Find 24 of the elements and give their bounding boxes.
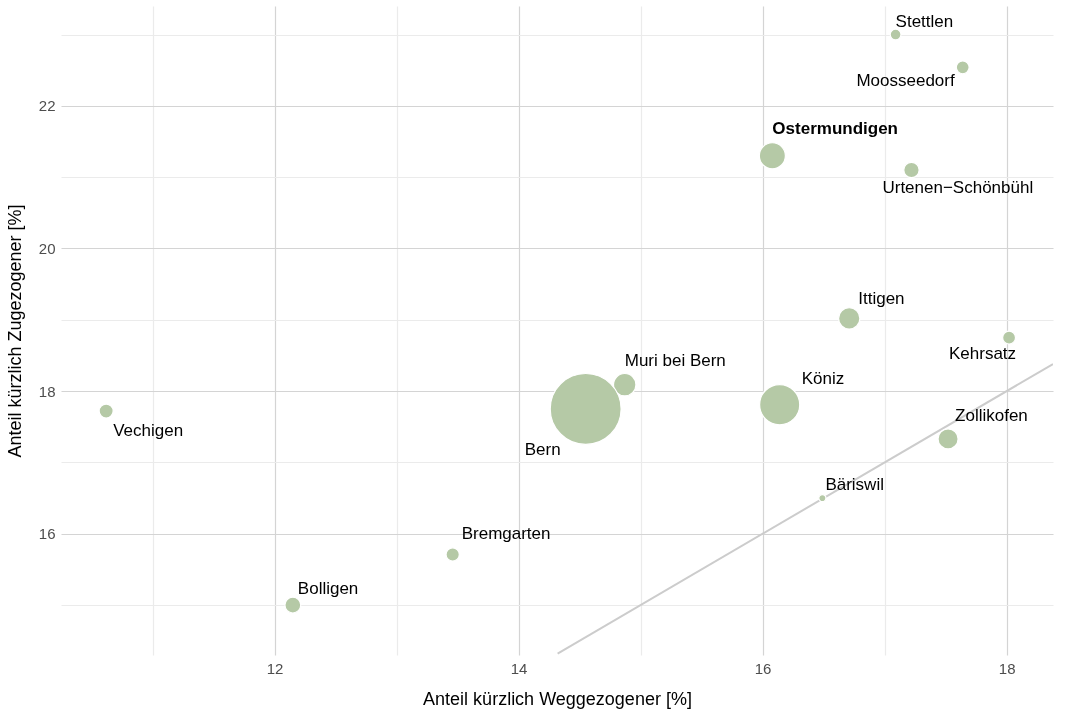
x-tick-label: 16 xyxy=(754,659,772,677)
series-label: Zollikofen xyxy=(955,405,1028,425)
series-label: Kehrsatz xyxy=(948,343,1017,363)
series-label: Bremgarten xyxy=(461,524,551,544)
x-axis-title: Anteil kürzlich Weggezogener [%] xyxy=(423,688,692,709)
series-label: Vechigen xyxy=(113,421,184,441)
y-tick-label: 22 xyxy=(38,97,56,115)
x-tick-label: 14 xyxy=(510,659,528,677)
series-label: Bäriswil xyxy=(825,475,884,495)
series-label: Stettlen xyxy=(895,11,954,31)
series-label: Köniz xyxy=(801,368,845,388)
series-label: Bolligen xyxy=(297,579,359,599)
x-tick-label: 18 xyxy=(998,659,1016,677)
y-tick-label: 20 xyxy=(38,239,56,257)
series-label: Ittigen xyxy=(858,289,905,309)
y-tick-label: 16 xyxy=(38,525,56,543)
series-label: Moosseedorf xyxy=(856,71,955,91)
x-tick-label: 12 xyxy=(266,659,284,677)
series-label: Bern xyxy=(524,439,561,459)
y-tick-label: 18 xyxy=(38,382,56,400)
series-label: Urtenen−Schönbühl xyxy=(882,178,1034,198)
y-axis-title: Anteil kürzlich Zugezogener [%] xyxy=(4,204,25,458)
series-label: Muri bei Bern xyxy=(624,350,726,370)
series-label: Ostermundigen xyxy=(772,118,898,138)
